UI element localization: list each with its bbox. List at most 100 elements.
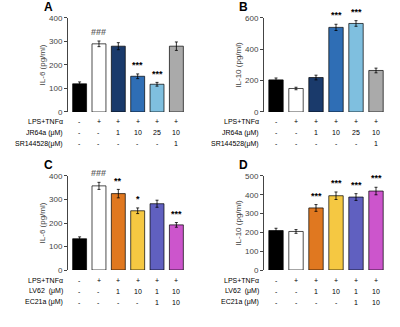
svg-text:EC21a (μM): EC21a (μM) — [221, 298, 259, 306]
svg-text:LPS+TNFα: LPS+TNFα — [224, 277, 259, 284]
svg-text:100: 100 — [245, 247, 259, 256]
svg-text:10: 10 — [172, 299, 180, 306]
svg-text:1: 1 — [314, 288, 318, 295]
svg-text:400: 400 — [49, 172, 63, 181]
svg-text:+: + — [116, 277, 120, 284]
svg-text:+: + — [354, 277, 358, 284]
svg-text:-: - — [78, 288, 81, 295]
svg-text:-: - — [78, 118, 81, 125]
svg-text:+: + — [314, 277, 318, 284]
svg-text:10: 10 — [134, 288, 142, 295]
svg-text:1: 1 — [155, 299, 159, 306]
svg-text:-: - — [275, 140, 278, 147]
svg-text:100: 100 — [49, 242, 63, 251]
svg-text:+: + — [97, 277, 101, 284]
svg-text:-: - — [275, 118, 278, 125]
svg-text:+: + — [374, 277, 378, 284]
svg-text:10: 10 — [172, 288, 180, 295]
svg-text:-: - — [117, 140, 120, 147]
svg-text:10: 10 — [372, 299, 380, 306]
svg-text:JR64a (μM): JR64a (μM) — [26, 129, 63, 137]
svg-text:1: 1 — [374, 140, 378, 147]
svg-text:10: 10 — [332, 288, 340, 295]
svg-text:300: 300 — [49, 37, 63, 46]
svg-text:JR64a (μM): JR64a (μM) — [222, 129, 259, 137]
svg-text:-: - — [78, 277, 81, 284]
svg-text:-: - — [295, 288, 298, 295]
svg-text:+: + — [294, 118, 298, 125]
svg-text:IL-10 (pg/ml): IL-10 (pg/ml) — [234, 200, 243, 246]
svg-text:LPS+TNFα: LPS+TNFα — [28, 277, 63, 284]
svg-text:0: 0 — [58, 108, 63, 117]
svg-text:-: - — [335, 140, 338, 147]
svg-text:200: 200 — [245, 228, 259, 237]
svg-text:***: *** — [311, 191, 322, 201]
svg-text:1: 1 — [314, 129, 318, 136]
svg-text:-: - — [97, 140, 100, 147]
svg-text:-: - — [295, 299, 298, 306]
svg-text:200: 200 — [49, 219, 63, 228]
svg-text:1: 1 — [354, 288, 358, 295]
svg-text:600: 600 — [245, 14, 259, 23]
svg-text:-: - — [136, 140, 139, 147]
svg-text:+: + — [334, 277, 338, 284]
svg-text:-: - — [315, 299, 318, 306]
svg-text:***: *** — [331, 178, 342, 188]
svg-text:+: + — [174, 277, 178, 284]
svg-text:10: 10 — [332, 129, 340, 136]
svg-text:-: - — [78, 140, 81, 147]
svg-text:-: - — [275, 288, 278, 295]
svg-text:300: 300 — [245, 209, 259, 218]
svg-text:-: - — [295, 129, 298, 136]
svg-text:***: *** — [371, 173, 382, 183]
svg-text:D: D — [239, 158, 248, 172]
svg-text:1: 1 — [354, 299, 358, 306]
svg-text:-: - — [78, 299, 81, 306]
svg-text:+: + — [136, 277, 140, 284]
svg-text:10: 10 — [372, 288, 380, 295]
svg-text:*: * — [136, 194, 140, 204]
svg-text:***: *** — [171, 209, 182, 219]
svg-text:1: 1 — [116, 129, 120, 136]
svg-text:+: + — [155, 118, 159, 125]
svg-text:1: 1 — [174, 140, 178, 147]
svg-text:IL-6 (pg/ml): IL-6 (pg/ml) — [38, 44, 47, 85]
svg-text:400: 400 — [245, 45, 259, 54]
svg-text:200: 200 — [49, 61, 63, 70]
svg-text:+: + — [155, 277, 159, 284]
svg-text:0: 0 — [58, 266, 63, 275]
svg-text:+: + — [354, 118, 358, 125]
svg-text:1: 1 — [116, 288, 120, 295]
svg-text:-: - — [97, 299, 100, 306]
svg-text:500: 500 — [245, 172, 259, 181]
svg-text:-: - — [97, 288, 100, 295]
svg-text:***: *** — [152, 69, 163, 79]
svg-text:EC21a (μM): EC21a (μM) — [25, 298, 63, 306]
svg-text:***: *** — [351, 7, 362, 17]
svg-text:+: + — [116, 118, 120, 125]
svg-text:-: - — [117, 299, 120, 306]
svg-text:###: ### — [91, 27, 106, 37]
svg-text:IL-10 (pg/ml): IL-10 (pg/ml) — [234, 42, 243, 88]
svg-text:1: 1 — [155, 288, 159, 295]
svg-text:SR144528(μM): SR144528(μM) — [211, 140, 259, 148]
svg-text:-: - — [315, 140, 318, 147]
svg-text:-: - — [78, 129, 81, 136]
svg-text:B: B — [239, 0, 248, 14]
svg-text:###: ### — [91, 168, 106, 178]
svg-text:A: A — [44, 0, 53, 14]
svg-text:IL-6 (pg/ml): IL-6 (pg/ml) — [38, 202, 47, 243]
svg-text:***: *** — [331, 10, 342, 20]
svg-text:-: - — [156, 140, 159, 147]
svg-text:C: C — [44, 158, 53, 172]
svg-text:LPS+TNFα: LPS+TNFα — [28, 118, 63, 125]
svg-text:25: 25 — [153, 129, 161, 136]
svg-text:-: - — [136, 299, 139, 306]
svg-text:0: 0 — [254, 108, 259, 117]
svg-text:-: - — [275, 299, 278, 306]
svg-text:-: - — [275, 129, 278, 136]
svg-text:LV62 (μM): LV62 (μM) — [225, 287, 259, 295]
svg-text:SR144528(μM): SR144528(μM) — [15, 140, 63, 148]
svg-text:400: 400 — [49, 14, 63, 23]
svg-text:-: - — [335, 299, 338, 306]
